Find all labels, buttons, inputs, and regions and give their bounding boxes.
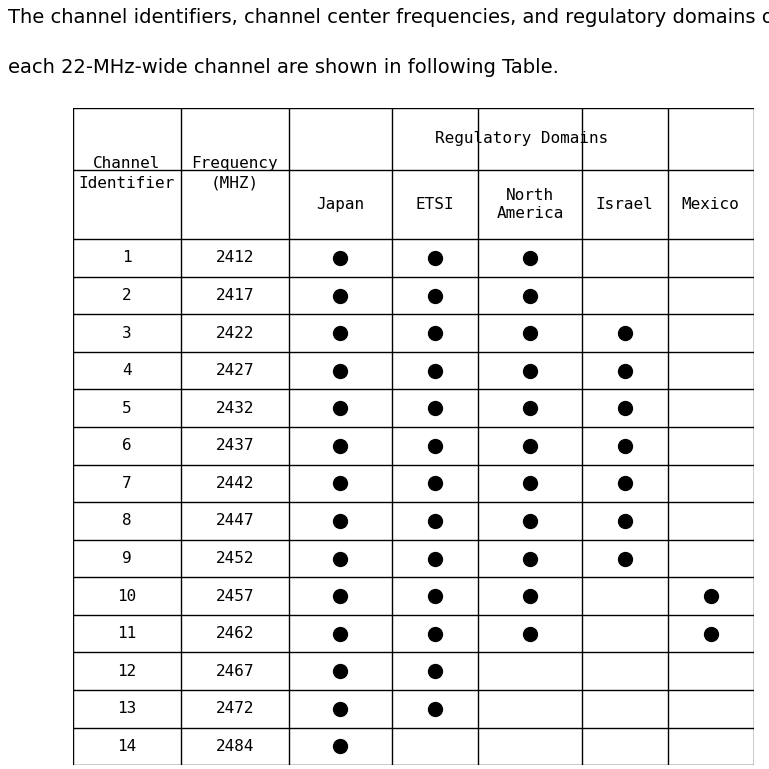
Point — [429, 590, 441, 602]
Text: 2452: 2452 — [215, 551, 254, 566]
Point — [429, 478, 441, 490]
Text: 2457: 2457 — [215, 588, 254, 604]
Text: 5: 5 — [122, 401, 131, 416]
Point — [335, 741, 347, 753]
Text: 12: 12 — [118, 664, 137, 679]
Point — [335, 478, 347, 490]
Point — [429, 365, 441, 377]
Point — [524, 590, 536, 602]
Text: 11: 11 — [118, 626, 137, 641]
Point — [429, 514, 441, 527]
Point — [429, 402, 441, 414]
Point — [618, 365, 631, 377]
Text: 3: 3 — [122, 325, 131, 341]
Text: 13: 13 — [118, 701, 137, 716]
Text: ETSI: ETSI — [416, 197, 454, 212]
Point — [335, 514, 347, 527]
Text: 2417: 2417 — [215, 288, 254, 303]
Point — [524, 440, 536, 452]
Point — [429, 251, 441, 264]
Point — [429, 552, 441, 564]
Point — [618, 327, 631, 339]
Point — [335, 703, 347, 715]
Point — [335, 440, 347, 452]
Point — [335, 628, 347, 640]
Point — [524, 478, 536, 490]
Point — [429, 628, 441, 640]
Text: 2484: 2484 — [215, 739, 254, 754]
Text: 9: 9 — [122, 551, 131, 566]
Point — [524, 514, 536, 527]
Point — [524, 289, 536, 301]
Text: each 22-MHz-wide channel are shown in following Table.: each 22-MHz-wide channel are shown in fo… — [8, 58, 558, 77]
Point — [618, 440, 631, 452]
Text: 14: 14 — [118, 739, 137, 754]
Point — [335, 327, 347, 339]
Point — [524, 552, 536, 564]
Text: 2472: 2472 — [215, 701, 254, 716]
Text: 10: 10 — [118, 588, 137, 604]
Point — [335, 251, 347, 264]
Text: 2447: 2447 — [215, 514, 254, 528]
Point — [618, 552, 631, 564]
Text: 7: 7 — [122, 476, 131, 491]
Text: 2: 2 — [122, 288, 131, 303]
Point — [704, 590, 717, 602]
Text: 2432: 2432 — [215, 401, 254, 416]
Point — [524, 251, 536, 264]
Text: Mexico: Mexico — [682, 197, 740, 212]
Text: 2427: 2427 — [215, 363, 254, 378]
Point — [704, 628, 717, 640]
Text: Channel
Identifier: Channel Identifier — [79, 156, 175, 191]
Text: North
America: North America — [496, 188, 564, 221]
Point — [429, 289, 441, 301]
Text: 8: 8 — [122, 514, 131, 528]
Point — [524, 327, 536, 339]
Point — [335, 552, 347, 564]
Point — [335, 289, 347, 301]
Text: Israel: Israel — [596, 197, 654, 212]
Point — [429, 327, 441, 339]
Text: 2437: 2437 — [215, 438, 254, 453]
Point — [429, 703, 441, 715]
Text: 2412: 2412 — [215, 251, 254, 265]
Point — [335, 590, 347, 602]
Text: 2462: 2462 — [215, 626, 254, 641]
Point — [524, 402, 536, 414]
Text: 2467: 2467 — [215, 664, 254, 679]
Text: 4: 4 — [122, 363, 131, 378]
Point — [618, 514, 631, 527]
Point — [429, 665, 441, 677]
Text: Regulatory Domains: Regulatory Domains — [434, 131, 608, 146]
Text: 1: 1 — [122, 251, 131, 265]
Point — [429, 440, 441, 452]
Text: 6: 6 — [122, 438, 131, 453]
Text: Frequency
(MHZ): Frequency (MHZ) — [191, 156, 278, 191]
Text: 2422: 2422 — [215, 325, 254, 341]
Text: 2442: 2442 — [215, 476, 254, 491]
Point — [335, 402, 347, 414]
Point — [335, 665, 347, 677]
Point — [335, 365, 347, 377]
Text: Japan: Japan — [316, 197, 365, 212]
Point — [524, 628, 536, 640]
Point — [618, 402, 631, 414]
Text: The channel identifiers, channel center frequencies, and regulatory domains of: The channel identifiers, channel center … — [8, 8, 769, 27]
Point — [618, 478, 631, 490]
Point — [524, 365, 536, 377]
